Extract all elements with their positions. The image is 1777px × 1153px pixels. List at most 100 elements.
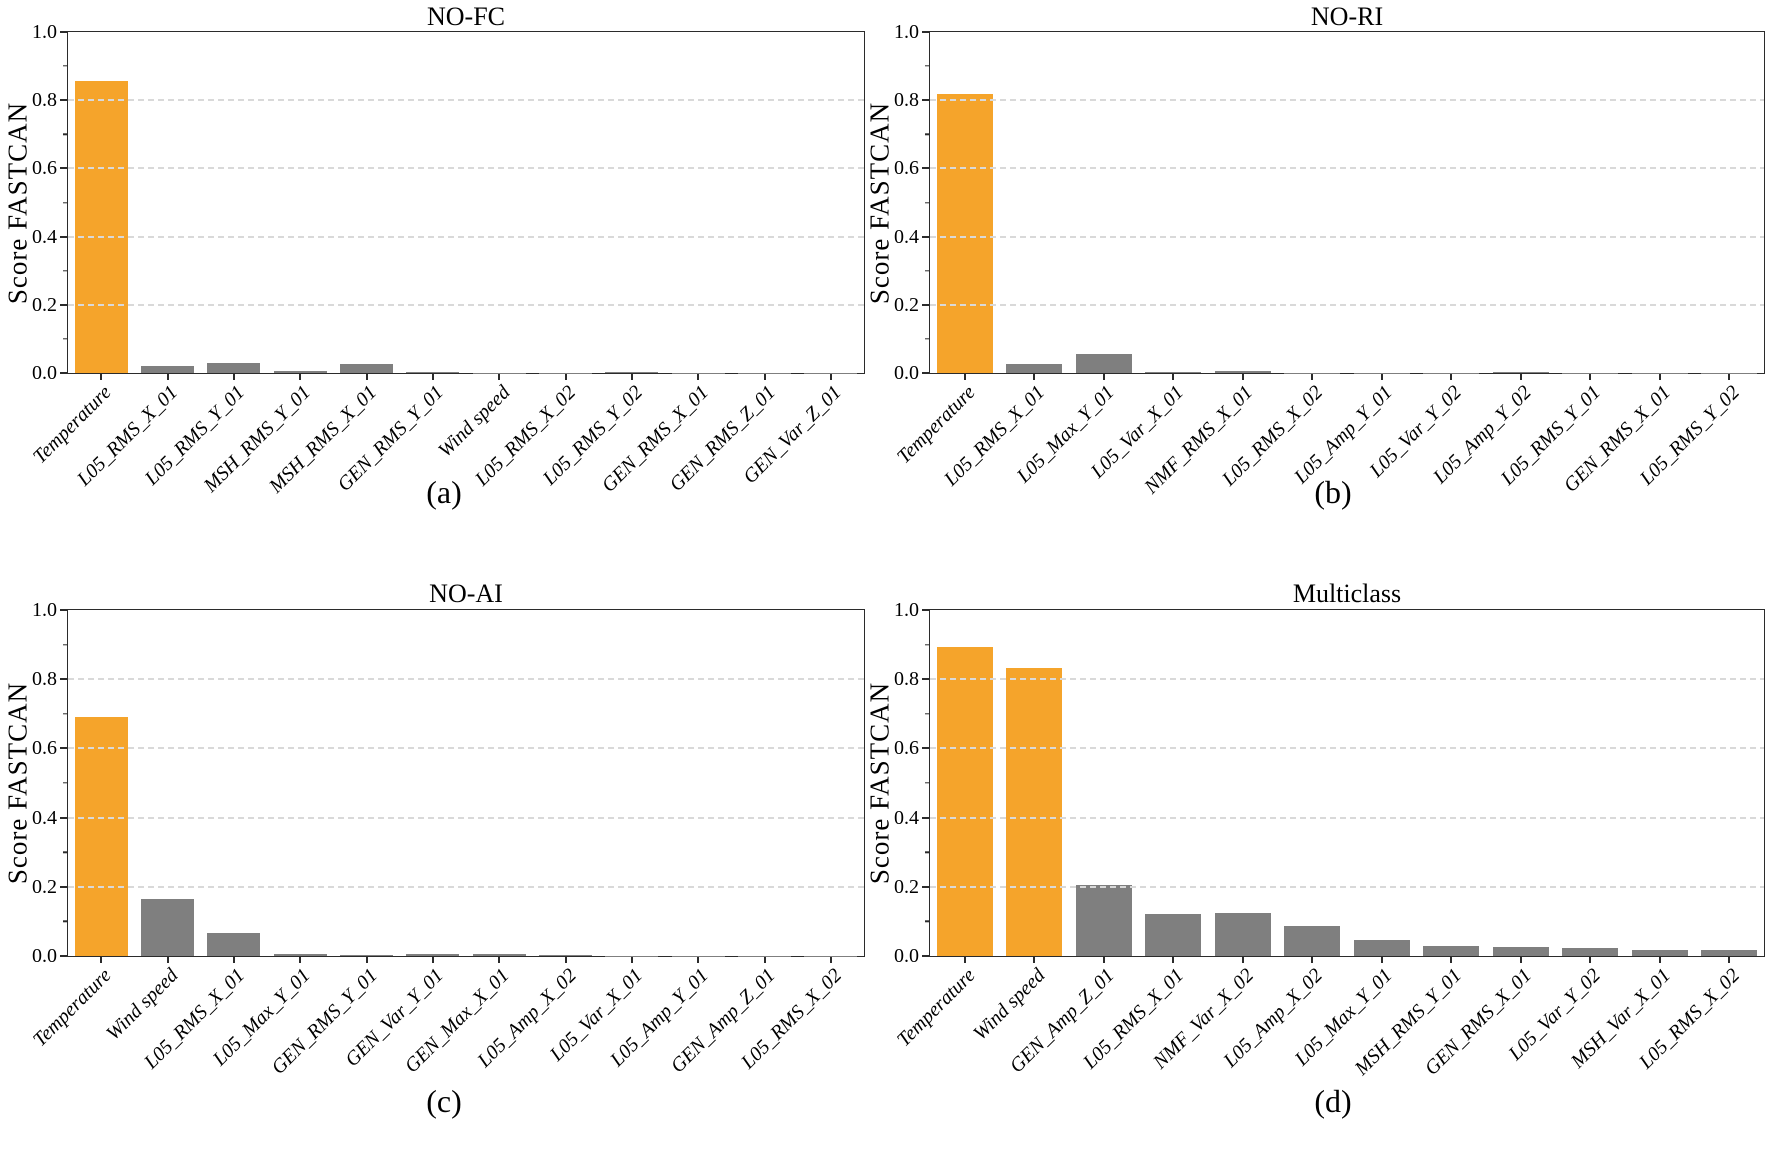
y-axis-minor-tick (925, 643, 930, 646)
y-axis-minor-tick (63, 133, 68, 135)
y-axis-tick-label: 0.8 (894, 89, 919, 112)
y-axis-tick-label: 0.2 (894, 875, 919, 898)
y-axis-minor-tick (63, 338, 68, 340)
bar-L05_RMS_Y_02 (605, 372, 659, 373)
x-axis-tick (232, 956, 235, 963)
y-axis-tick-label: 0.0 (894, 945, 919, 967)
y-axis-major-tick (922, 31, 930, 33)
y-axis-tick-label: 0.4 (894, 806, 919, 829)
bar-GEN_Amp_Z_01 (1075, 884, 1132, 956)
y-axis-minor-tick (925, 920, 930, 923)
y-gridline-0.6 (68, 167, 864, 170)
y-axis-tick-label: 1.0 (894, 599, 919, 621)
y-axis-tick-label: 0.4 (32, 806, 57, 829)
x-axis-tick (963, 373, 966, 380)
y-gridline-0.4 (930, 816, 1764, 819)
plot-area-no-ri: Score FASTCAN 0.0 0.2 0.4 0.6 0.8 1.0 Temperat… (865, 22, 1765, 498)
x-axis-tick (431, 373, 434, 380)
y-axis-tick-label: 1.0 (32, 599, 57, 621)
subfigure-caption-b: (b) (1314, 474, 1352, 510)
bar-L05_RMS_X_01 (207, 933, 261, 956)
bar-MSH_Var_X_01 (1631, 949, 1688, 956)
x-axis-tick (630, 956, 633, 963)
x-axis-tick (1172, 373, 1175, 380)
y-axis-tick-label: 0.2 (894, 293, 919, 316)
x-axis-tick (1380, 956, 1383, 963)
y-axis-minor-tick (63, 782, 68, 784)
y-axis-tick-label: 0.4 (32, 225, 57, 248)
bar-L05_Max_Y_01 (1075, 353, 1132, 373)
y-gridline-0.2 (930, 303, 1764, 306)
y-axis-tick-label: 0.6 (32, 737, 57, 760)
bar-Wind speed (1006, 668, 1063, 956)
y-axis-minor-tick (63, 201, 68, 204)
x-axis-tick (564, 373, 567, 380)
y-axis-tick-label: 0.2 (32, 875, 57, 898)
y-axis-minor-tick (63, 851, 68, 853)
bar-NMF_Var_X_02 (1214, 913, 1271, 956)
y-axis-minor-tick (63, 920, 68, 923)
chart-panel-no-fc: NO-FC Score FASTCAN 0.0 0.2 0.4 0.6 0.8 1.0 Te… (0, 0, 888, 576)
x-axis-tick (697, 956, 700, 963)
y-axis-tick-label: 0.8 (894, 668, 919, 691)
x-axis-tick (1589, 373, 1592, 380)
x-axis-tick (1728, 373, 1731, 380)
bar-GEN_Var_Y_01 (406, 954, 460, 956)
x-axis-tick (1311, 373, 1314, 380)
x-axis-tick (100, 373, 103, 380)
x-axis-tick (1519, 373, 1522, 380)
x-axis-tick (763, 373, 766, 380)
x-axis-tick (299, 373, 302, 380)
y-axis-major-tick (60, 816, 68, 819)
y-axis-major-tick (922, 609, 930, 611)
y-gridline-0.2 (68, 885, 864, 888)
x-axis-tick (564, 956, 567, 963)
x-tick-label: Temperature (892, 964, 980, 1052)
y-axis-minor-tick (925, 782, 930, 784)
bar-L05_RMS_Y_01 (207, 363, 261, 373)
y-axis-major-tick (922, 955, 930, 957)
y-axis-major-tick (922, 885, 930, 888)
x-axis-tick (100, 956, 103, 963)
bar-GEN_Max_X_01 (472, 954, 526, 956)
bar-L05_RMS_X_02 (1701, 949, 1758, 956)
y-gridline-0.8 (68, 99, 864, 102)
y-gridline-0.4 (68, 235, 864, 238)
y-axis-minor-tick (925, 851, 930, 853)
x-axis-tick (1589, 956, 1592, 963)
bar-MSH_RMS_Y_01 (273, 370, 327, 373)
y-axis-tick-label: 0.6 (32, 157, 57, 180)
bar-Temperature (74, 717, 128, 956)
bar-L05_RMS_X_01 (1006, 363, 1063, 373)
y-axis-tick-label: 1.0 (894, 21, 919, 43)
y-axis-major-tick (922, 303, 930, 306)
y-axis-major-tick (922, 747, 930, 750)
x-axis-tick (498, 956, 501, 963)
bar-L05_Var_X_01 (1145, 371, 1202, 373)
bar-L05_RMS_X_01 (140, 366, 195, 373)
y-axis-minor-tick (63, 269, 68, 272)
bar-L05_Var_Y_02 (1562, 948, 1619, 956)
chart-panel-no-ri: NO-RI Score FASTCAN 0.0 0.2 0.4 0.6 0.8 1.0 Te… (865, 0, 1777, 576)
bar-L05_Max_Y_01 (273, 953, 327, 956)
chart-title: NO-RI (1310, 2, 1384, 31)
y-axis-major-tick (60, 955, 68, 957)
x-tick-label: Temperature (29, 964, 117, 1052)
y-axis-major-tick (922, 99, 930, 102)
bar-Temperature (936, 647, 993, 956)
y-axis-tick-label: 0.0 (32, 362, 57, 384)
y-axis-tick-label: 1.0 (32, 21, 57, 43)
y-axis-major-tick (60, 99, 68, 102)
x-axis-tick (1102, 373, 1105, 380)
y-axis-label: Score FASTCAN (864, 101, 895, 304)
y-gridline-0.4 (930, 235, 1764, 238)
y-axis-minor-tick (925, 269, 930, 272)
chart-title: Multiclass (1292, 579, 1402, 608)
y-axis-tick-label: 0.4 (894, 225, 919, 248)
chart-panel-multiclass: Multiclass Score FASTCAN 0.0 0.2 0.4 0.6 0.8… (865, 577, 1777, 1153)
y-gridline-0.6 (930, 167, 1764, 170)
x-axis-tick (1658, 373, 1661, 380)
x-axis-tick (829, 956, 832, 963)
x-axis-tick (1033, 373, 1036, 380)
y-axis-tick-label: 0.8 (32, 668, 57, 691)
